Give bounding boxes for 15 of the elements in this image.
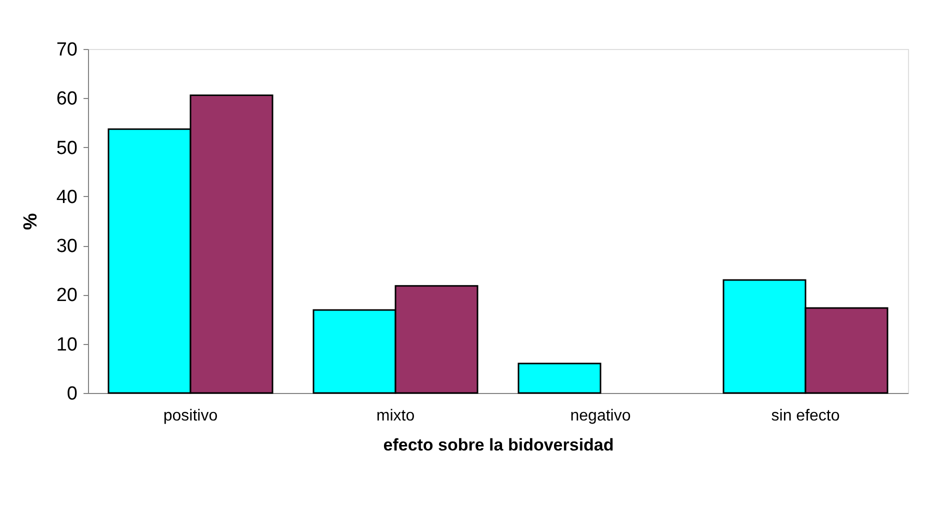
y-tick-label: 0: [66, 384, 78, 404]
x-tick-label: sin efecto: [771, 408, 840, 424]
y-axis-title: %: [20, 212, 42, 230]
x-tick-label: negativo: [570, 408, 631, 424]
y-tick-label: 70: [56, 40, 78, 60]
bar: [518, 362, 602, 394]
x-tick-label: positivo: [163, 408, 218, 424]
x-axis-title: efecto sobre la bidoversidad: [383, 436, 614, 454]
y-tick-label: 60: [56, 88, 78, 110]
y-tick-label: 30: [56, 236, 78, 258]
x-tick-label: mixto: [376, 408, 415, 424]
y-tick-label: 40: [56, 186, 78, 208]
y-tick-label: 20: [56, 285, 78, 306]
y-tick-label: 10: [56, 334, 78, 356]
y-tick-label: 50: [56, 138, 78, 159]
